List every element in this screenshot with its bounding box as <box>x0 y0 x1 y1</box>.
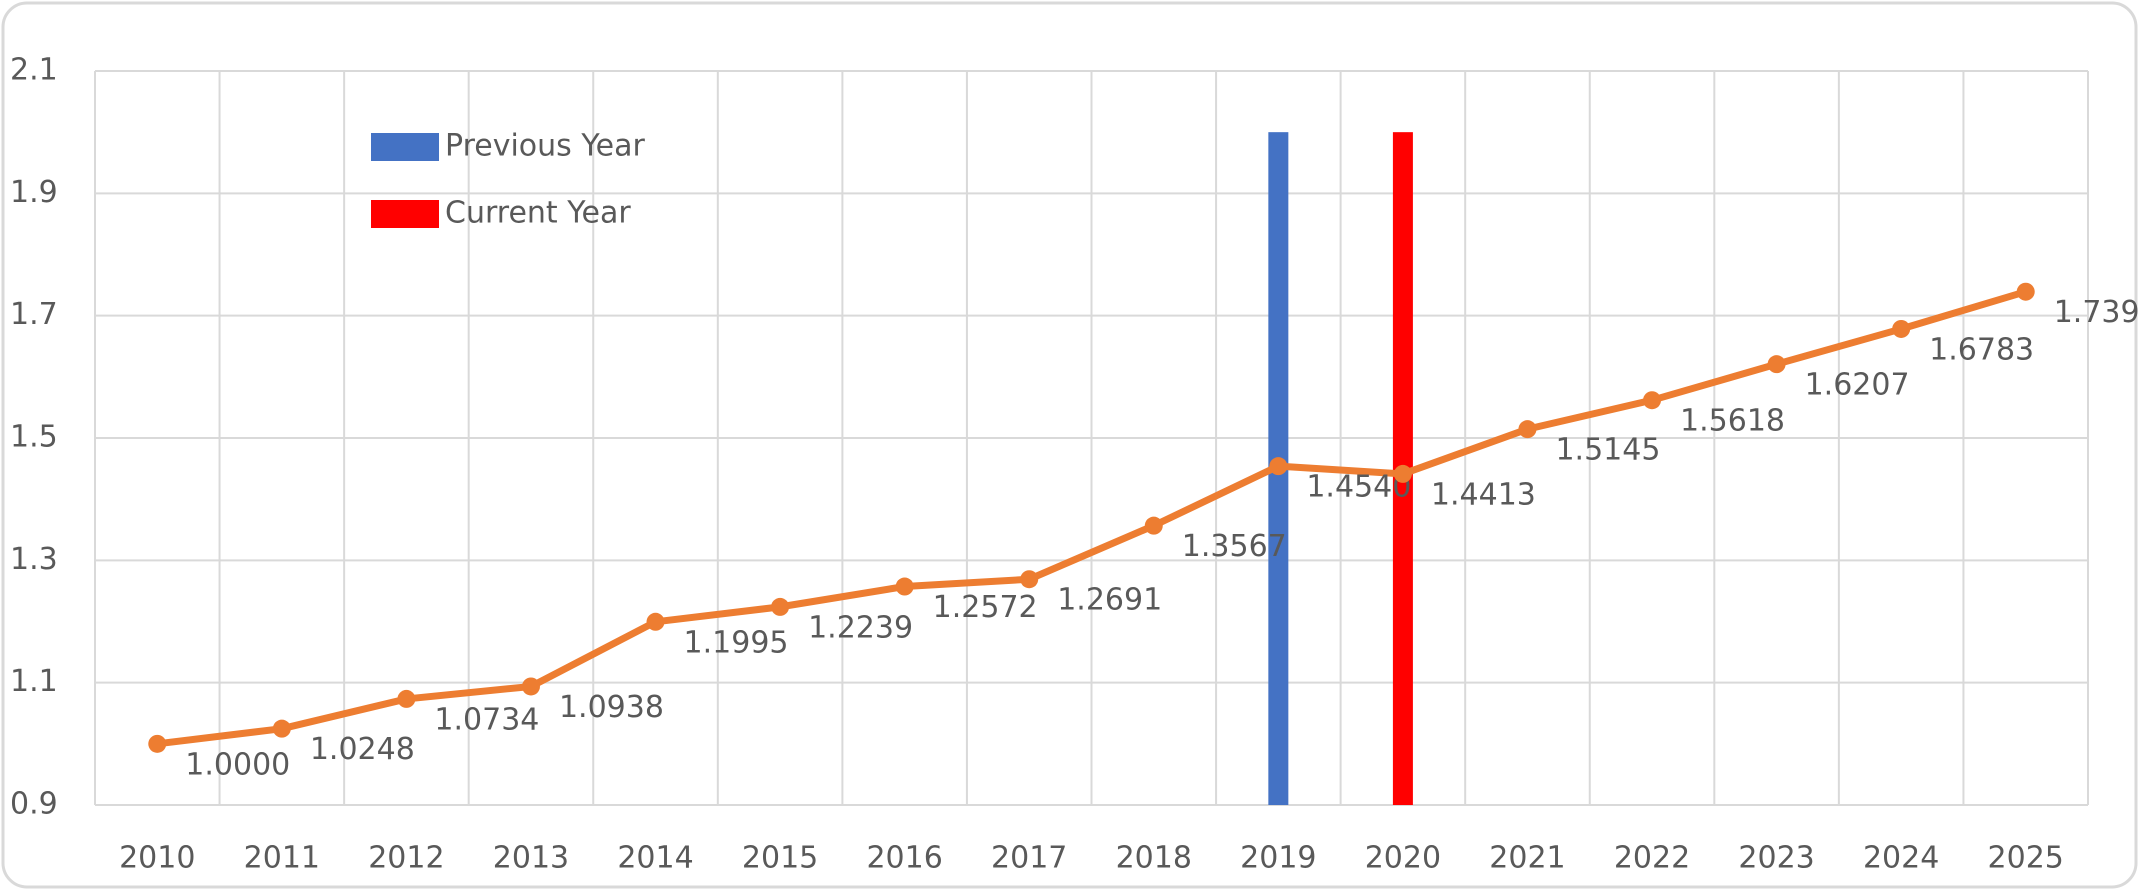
point <box>148 734 167 753</box>
data-label: 1.2572 <box>933 590 1038 625</box>
point <box>1269 457 1288 476</box>
point <box>895 577 914 596</box>
x-tick-label: 2014 <box>617 841 693 876</box>
point <box>646 612 665 631</box>
x-tick-label: 2020 <box>1365 841 1441 876</box>
x-tick-label: 2011 <box>244 841 320 876</box>
x-tick-label: 2013 <box>493 841 569 876</box>
y-tick-label: 0.9 <box>10 787 58 822</box>
data-label: 1.4413 <box>1431 477 1536 512</box>
y-tick-label: 1.3 <box>10 542 58 577</box>
point <box>1518 420 1537 439</box>
legend-swatch <box>371 133 439 161</box>
x-tick-label: 2025 <box>1988 841 2064 876</box>
data-label: 1.3567 <box>1182 529 1287 564</box>
x-tick-label: 2010 <box>119 841 195 876</box>
point <box>1393 464 1412 483</box>
data-label: 1.0734 <box>434 702 539 737</box>
point <box>1767 355 1786 374</box>
point <box>1144 516 1163 535</box>
data-label: 1.5145 <box>1555 433 1660 468</box>
point <box>2016 282 2035 301</box>
x-tick-label: 2012 <box>368 841 444 876</box>
legend-label: Previous Year <box>445 129 646 164</box>
point <box>1643 391 1662 410</box>
data-label: 1.4540 <box>1306 470 1411 505</box>
x-tick-label: 2018 <box>1116 841 1192 876</box>
point <box>771 597 790 616</box>
point <box>397 689 416 708</box>
x-tick-label: 2022 <box>1614 841 1690 876</box>
data-label: 1.1995 <box>684 625 789 660</box>
data-label: 1.5618 <box>1680 404 1785 439</box>
y-tick-label: 1.1 <box>10 664 58 699</box>
y-tick-label: 2.1 <box>10 53 58 88</box>
point <box>521 677 540 696</box>
point <box>272 719 291 738</box>
data-label: 1.0000 <box>185 747 290 782</box>
data-label: 1.0938 <box>559 690 664 725</box>
x-tick-label: 2015 <box>742 841 818 876</box>
data-label: 1.6207 <box>1805 368 1910 403</box>
legend-swatch <box>371 200 439 228</box>
x-tick-label: 2024 <box>1863 841 1939 876</box>
y-tick-label: 1.5 <box>10 420 58 455</box>
legend-label: Current Year <box>445 196 631 231</box>
data-label: 1.7392 <box>2054 295 2139 330</box>
data-label: 1.2239 <box>808 610 913 645</box>
point <box>1020 570 1039 589</box>
y-tick-label: 1.9 <box>10 175 58 210</box>
line <box>156 288 2027 748</box>
data-label: 1.2691 <box>1057 583 1162 618</box>
x-tick-label: 2016 <box>866 841 942 876</box>
data-label: 1.6783 <box>1929 332 2034 367</box>
y-tick-label: 1.7 <box>10 297 58 332</box>
x-tick-label: 2021 <box>1489 841 1565 876</box>
x-tick-label: 2019 <box>1240 841 1316 876</box>
data-label: 1.0248 <box>310 732 415 767</box>
x-tick-label: 2023 <box>1738 841 1814 876</box>
x-tick-label: 2017 <box>991 841 1067 876</box>
point <box>1892 319 1911 338</box>
